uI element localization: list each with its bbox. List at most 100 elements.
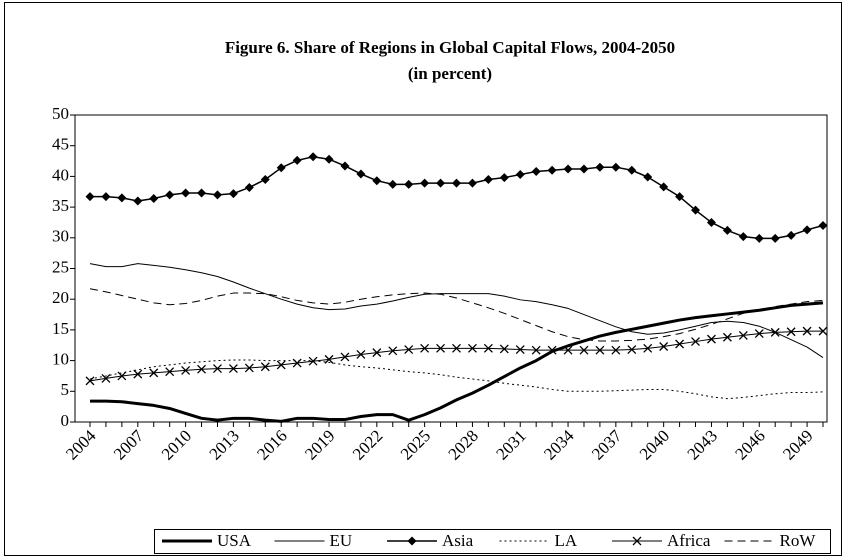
data-point bbox=[420, 178, 430, 188]
data-point bbox=[706, 334, 716, 344]
data-point bbox=[675, 339, 685, 349]
data-point bbox=[181, 188, 191, 198]
data-point bbox=[165, 190, 175, 200]
data-point bbox=[388, 346, 398, 356]
y-tick-label: 15 bbox=[52, 319, 69, 338]
data-point bbox=[420, 343, 430, 353]
data-point bbox=[547, 345, 557, 355]
data-point bbox=[452, 178, 461, 188]
legend-box bbox=[154, 529, 831, 554]
data-point bbox=[483, 174, 493, 184]
data-point bbox=[770, 327, 780, 337]
data-point bbox=[324, 354, 334, 364]
legend-marker bbox=[407, 536, 417, 546]
data-point bbox=[228, 364, 238, 374]
data-point bbox=[372, 348, 382, 358]
data-point bbox=[499, 344, 509, 354]
data-point bbox=[244, 363, 254, 373]
data-point bbox=[563, 345, 573, 355]
data-point bbox=[372, 176, 382, 186]
data-point bbox=[515, 345, 525, 355]
data-point bbox=[276, 360, 286, 370]
data-point bbox=[101, 373, 111, 383]
data-point bbox=[483, 343, 493, 353]
data-point bbox=[292, 358, 302, 368]
data-point bbox=[818, 221, 828, 231]
legend-label: Asia bbox=[442, 531, 474, 550]
data-point bbox=[340, 352, 350, 362]
data-point bbox=[643, 172, 653, 182]
data-point bbox=[547, 165, 557, 175]
y-tick-label: 35 bbox=[52, 196, 69, 215]
data-point bbox=[627, 165, 637, 175]
data-point bbox=[165, 367, 175, 377]
data-point bbox=[388, 179, 398, 189]
data-point bbox=[611, 162, 621, 172]
data-point bbox=[213, 364, 222, 374]
chart-border bbox=[4, 2, 842, 556]
data-point bbox=[404, 179, 414, 189]
data-point bbox=[133, 369, 143, 379]
data-point bbox=[436, 343, 446, 353]
data-point bbox=[117, 193, 127, 203]
chart-title: Figure 6. Share of Regions in Global Cap… bbox=[225, 38, 675, 57]
data-point bbox=[292, 155, 302, 165]
data-point bbox=[722, 225, 732, 235]
data-point bbox=[85, 192, 95, 202]
y-tick-label: 20 bbox=[52, 288, 69, 307]
y-tick-label: 50 bbox=[52, 104, 69, 123]
data-point bbox=[324, 154, 334, 164]
data-point bbox=[117, 371, 127, 381]
data-point bbox=[691, 205, 701, 215]
legend-marker bbox=[632, 536, 642, 546]
series-line bbox=[90, 301, 824, 423]
data-point bbox=[818, 326, 828, 336]
data-point bbox=[738, 232, 748, 242]
y-tick-label: 10 bbox=[52, 350, 69, 369]
data-point bbox=[356, 350, 366, 359]
data-point bbox=[786, 327, 796, 337]
data-point bbox=[467, 178, 477, 188]
data-point bbox=[754, 233, 764, 243]
data-point bbox=[643, 343, 653, 353]
data-point bbox=[212, 190, 222, 200]
series-line bbox=[89, 263, 824, 358]
data-point bbox=[754, 329, 764, 339]
data-point bbox=[659, 182, 669, 192]
data-point bbox=[563, 164, 573, 174]
data-point bbox=[85, 376, 95, 386]
data-point bbox=[738, 330, 748, 340]
data-point bbox=[579, 345, 589, 355]
data-point bbox=[260, 362, 270, 372]
data-point bbox=[802, 225, 812, 235]
data-point bbox=[197, 364, 207, 374]
data-point bbox=[531, 345, 541, 355]
chart-subtitle: (in percent) bbox=[408, 64, 492, 83]
y-tick-label: 0 bbox=[61, 411, 70, 430]
data-point bbox=[228, 189, 238, 199]
legend-label: RoW bbox=[780, 531, 817, 550]
data-point bbox=[101, 192, 111, 202]
data-point bbox=[276, 163, 286, 173]
legend-label: EU bbox=[330, 531, 353, 550]
data-point bbox=[802, 326, 812, 336]
legend-label: Africa bbox=[667, 531, 711, 550]
data-point bbox=[404, 345, 414, 355]
data-point bbox=[467, 343, 477, 353]
data-point bbox=[308, 356, 318, 366]
data-point bbox=[436, 178, 446, 188]
data-point bbox=[133, 196, 143, 206]
legend-label: LA bbox=[555, 531, 578, 550]
data-point bbox=[452, 343, 461, 353]
data-point bbox=[515, 170, 525, 180]
data-point bbox=[611, 345, 621, 355]
data-point bbox=[356, 169, 366, 179]
data-point bbox=[595, 345, 605, 355]
data-point bbox=[197, 188, 207, 198]
y-tick-label: 5 bbox=[61, 380, 70, 399]
data-point bbox=[675, 192, 685, 202]
y-tick-label: 40 bbox=[52, 165, 69, 184]
data-point bbox=[722, 332, 732, 342]
data-point bbox=[149, 368, 159, 378]
